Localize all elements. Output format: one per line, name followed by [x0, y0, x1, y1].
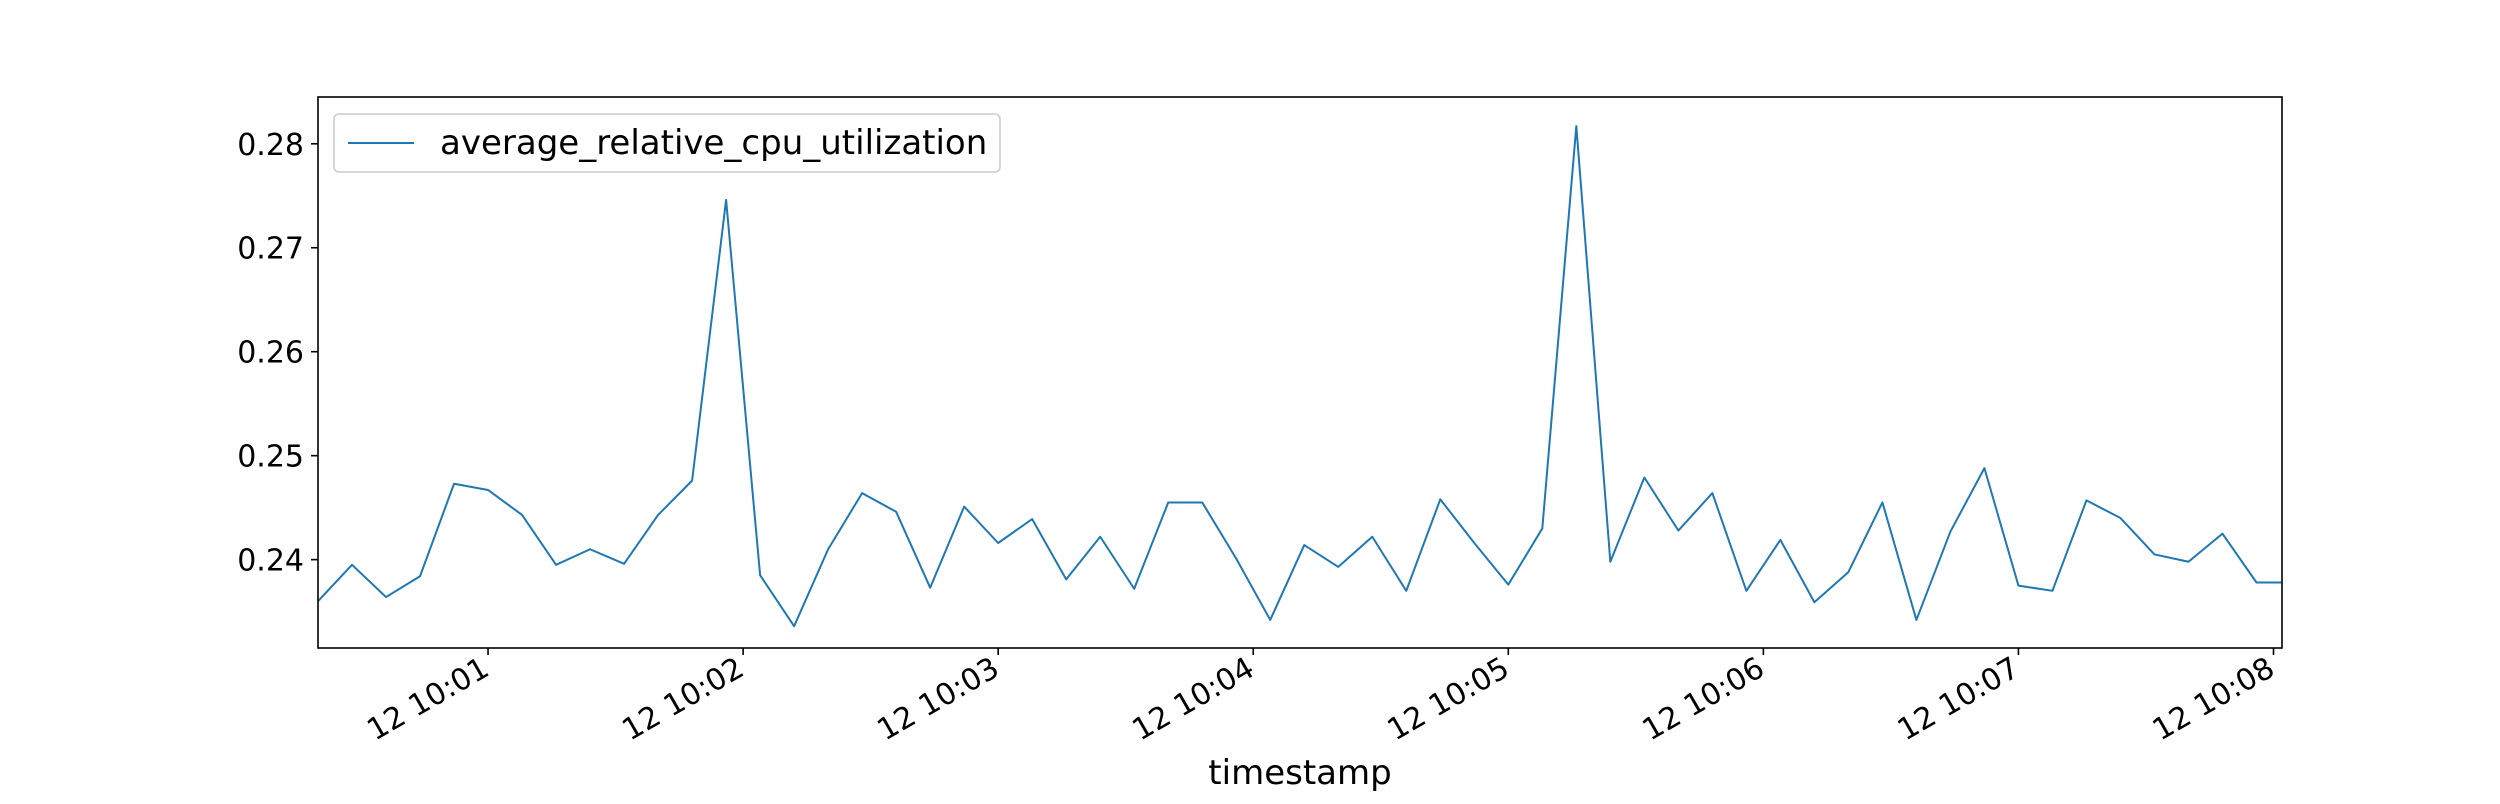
legend-box: [333, 113, 1001, 173]
y-tick-label: 0.24: [237, 544, 304, 579]
y-tick-label: 0.25: [237, 440, 304, 475]
y-tick-label: 0.27: [237, 232, 304, 267]
legend-label: average_relative_cpu_utilization: [440, 123, 987, 163]
legend: average_relative_cpu_utilization: [333, 113, 1001, 173]
y-tick-label: 0.28: [237, 128, 304, 163]
axes-frame: [317, 96, 2283, 649]
series-line-average-relative-cpu-utilization: [317, 125, 2282, 628]
x-axis-label: timestamp: [1208, 753, 1391, 793]
y-tick-label: 0.26: [237, 336, 304, 371]
plot-area: [317, 125, 2282, 628]
